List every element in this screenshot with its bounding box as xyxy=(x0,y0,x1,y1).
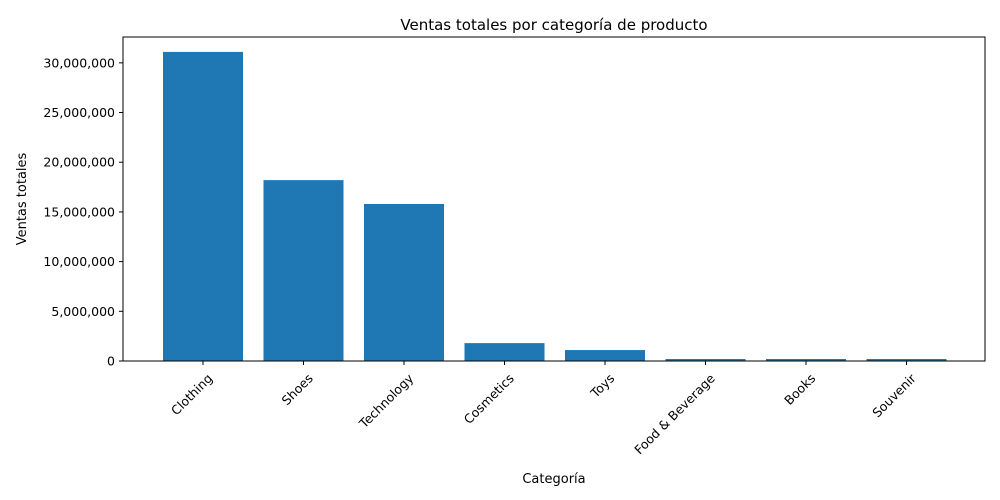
chart-title: Ventas totales por categoría de producto xyxy=(400,16,707,34)
y-axis: 0 5,000,000 10,000,000 15,000,000 20,000,000… xyxy=(43,55,123,369)
plot-frame xyxy=(122,36,986,362)
y-tick-label: 10,000,000 xyxy=(43,254,115,269)
y-tick-label: 5,000,000 xyxy=(51,304,115,319)
y-tick-label: 20,000,000 xyxy=(43,155,115,170)
x-tick-label: Cosmetics xyxy=(461,371,517,427)
x-tick-label: Food & Beverage xyxy=(631,370,718,457)
bar-toys xyxy=(565,350,645,361)
y-tick-label: 25,000,000 xyxy=(43,105,115,120)
bar-souvenir xyxy=(866,359,947,361)
bar-books xyxy=(766,359,846,361)
y-axis-title: Ventas totales xyxy=(15,152,30,245)
x-axis-title: Categoría xyxy=(522,472,585,487)
x-tick-label: Technology xyxy=(355,370,416,431)
y-tick-label: 0 xyxy=(107,354,115,369)
bar-cosmetics xyxy=(464,343,545,361)
y-tick-label: 30,000,000 xyxy=(43,55,115,70)
bars-group xyxy=(163,51,947,362)
bar-shoes xyxy=(263,180,344,361)
x-axis: Clothing Shoes Technology Cosmetics Toys Food… xyxy=(168,361,919,457)
bar-clothing xyxy=(163,51,243,362)
bar-technology xyxy=(364,203,444,361)
x-tick-label: Toys xyxy=(587,371,617,401)
bar-food-beverage xyxy=(665,359,746,361)
x-tick-label: Books xyxy=(781,371,818,408)
x-tick-label: Shoes xyxy=(279,371,316,408)
y-tick-label: 15,000,000 xyxy=(43,204,115,219)
x-tick-label: Clothing xyxy=(168,371,215,418)
x-tick-label: Souvenir xyxy=(869,370,919,420)
